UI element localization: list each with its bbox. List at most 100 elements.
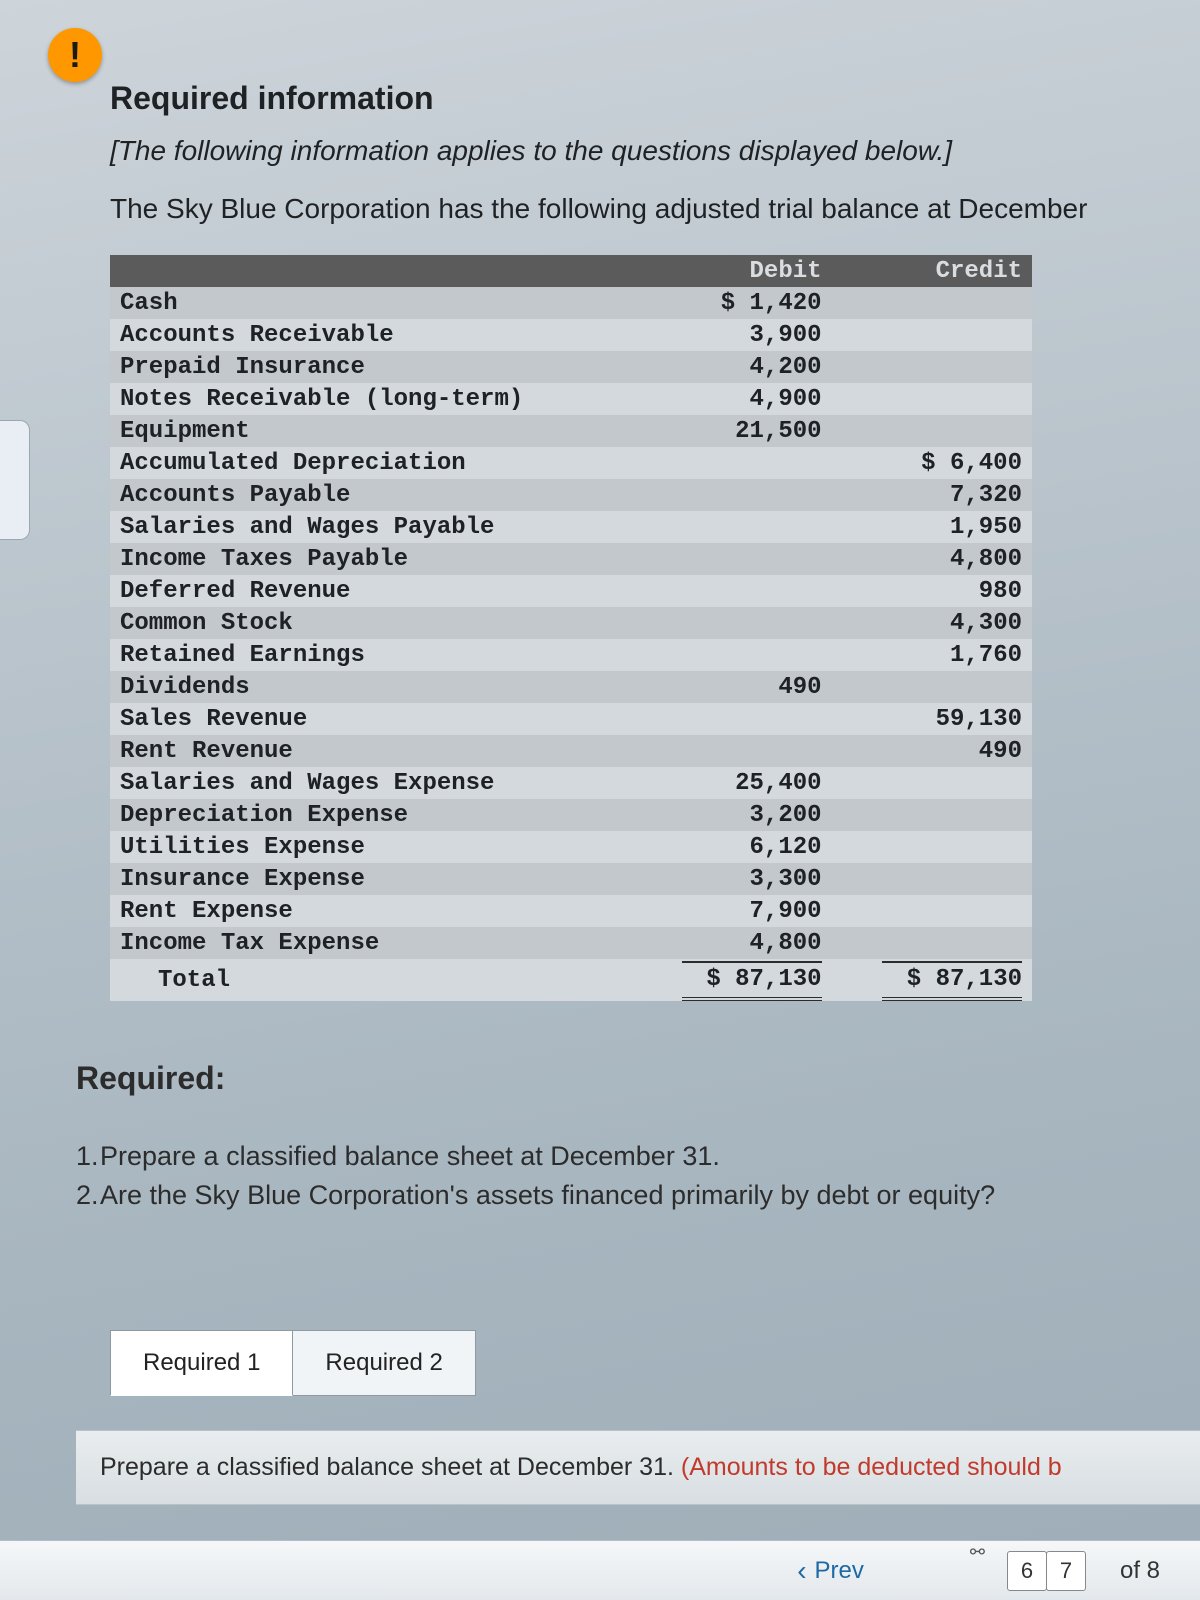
account-cell: Rent Expense: [110, 895, 631, 927]
credit-cell: $ 6,400: [832, 447, 1032, 479]
table-row: Rent Expense7,900: [110, 895, 1032, 927]
table-row: Utilities Expense6,120: [110, 831, 1032, 863]
debit-cell: [631, 511, 831, 543]
credit-cell: [832, 927, 1032, 959]
credit-cell: 59,130: [832, 703, 1032, 735]
instruction-hint: (Amounts to be deducted should b: [681, 1453, 1062, 1481]
credit-cell: [832, 383, 1032, 415]
page-total: of 8: [1120, 1557, 1160, 1585]
question-panel: Required information [The following info…: [110, 80, 1200, 1001]
instruction-text: Prepare a classified balance sheet at De…: [100, 1453, 681, 1481]
table-row: Accounts Payable 7,320: [110, 479, 1032, 511]
account-cell: Retained Earnings: [110, 639, 631, 671]
context-note: [The following information applies to th…: [110, 135, 1200, 167]
page-number-next[interactable]: 7: [1046, 1551, 1086, 1591]
account-cell: Dividends: [110, 671, 631, 703]
debit-cell: 6,120: [631, 831, 831, 863]
tab-required-1[interactable]: Required 1: [110, 1330, 293, 1396]
debit-cell: 21,500: [631, 415, 831, 447]
debit-cell: [631, 575, 831, 607]
account-cell: Equipment: [110, 415, 631, 447]
credit-cell: [832, 415, 1032, 447]
debit-cell: 3,900: [631, 319, 831, 351]
debit-cell: [631, 447, 831, 479]
left-drawer-tab[interactable]: [0, 420, 30, 540]
credit-cell: 7,320: [832, 479, 1032, 511]
col-account: [110, 255, 631, 287]
pager-bar: ‹ Prev ⚯ 6 7 of 8: [0, 1540, 1200, 1600]
total-label: Total: [110, 959, 631, 1001]
col-debit: Debit: [631, 255, 831, 287]
debit-cell: 3,300: [631, 863, 831, 895]
account-cell: Cash: [110, 287, 631, 319]
total-credit: $ 87,130: [832, 959, 1032, 1001]
debit-cell: 3,200: [631, 799, 831, 831]
credit-cell: [832, 287, 1032, 319]
account-cell: Depreciation Expense: [110, 799, 631, 831]
table-row: Retained Earnings 1,760: [110, 639, 1032, 671]
page-number-current[interactable]: 6: [1007, 1551, 1047, 1591]
account-cell: Utilities Expense: [110, 831, 631, 863]
debit-cell: [631, 607, 831, 639]
debit-cell: [631, 639, 831, 671]
debit-cell: [631, 703, 831, 735]
account-cell: Sales Revenue: [110, 703, 631, 735]
credit-cell: 1,760: [832, 639, 1032, 671]
account-cell: Salaries and Wages Payable: [110, 511, 631, 543]
chevron-left-icon: ‹: [797, 1555, 806, 1587]
credit-cell: [832, 767, 1032, 799]
account-cell: Deferred Revenue: [110, 575, 631, 607]
credit-cell: [832, 863, 1032, 895]
table-row: Accounts Receivable3,900: [110, 319, 1032, 351]
table-row: Sales Revenue 59,130: [110, 703, 1032, 735]
debit-cell: 7,900: [631, 895, 831, 927]
total-debit: $ 87,130: [631, 959, 831, 1001]
sub-tabs: Required 1 Required 2: [110, 1330, 476, 1396]
credit-cell: 4,300: [832, 607, 1032, 639]
instruction-bar: Prepare a classified balance sheet at De…: [76, 1430, 1200, 1505]
table-row: Income Tax Expense4,800: [110, 927, 1032, 959]
table-row: Deferred Revenue980: [110, 575, 1032, 607]
debit-cell: 4,800: [631, 927, 831, 959]
table-row: Salaries and Wages Expense25,400: [110, 767, 1032, 799]
credit-cell: 4,800: [832, 543, 1032, 575]
requirement-item: 2.Are the Sky Blue Corporation's assets …: [76, 1176, 1200, 1215]
table-row: Common Stock 4,300: [110, 607, 1032, 639]
debit-cell: 25,400: [631, 767, 831, 799]
credit-cell: [832, 799, 1032, 831]
debit-cell: [631, 479, 831, 511]
requirement-item: 1.Prepare a classified balance sheet at …: [76, 1137, 1200, 1176]
credit-cell: [832, 895, 1032, 927]
debit-cell: 490: [631, 671, 831, 703]
credit-cell: [832, 319, 1032, 351]
account-cell: Common Stock: [110, 607, 631, 639]
credit-cell: [832, 351, 1032, 383]
table-row: Notes Receivable (long-term)4,900: [110, 383, 1032, 415]
table-row: Dividends490: [110, 671, 1032, 703]
debit-cell: [631, 543, 831, 575]
account-cell: Accumulated Depreciation: [110, 447, 631, 479]
table-row: Cash$ 1,420: [110, 287, 1032, 319]
trial-balance-table: Debit Credit Cash$ 1,420Accounts Receiva…: [110, 255, 1032, 1001]
alert-icon: !: [48, 28, 102, 82]
account-cell: Notes Receivable (long-term): [110, 383, 631, 415]
credit-cell: [832, 671, 1032, 703]
table-row: Rent Revenue490: [110, 735, 1032, 767]
table-header-row: Debit Credit: [110, 255, 1032, 287]
debit-cell: [631, 735, 831, 767]
requirements-section: Required: 1.Prepare a classified balance…: [76, 1060, 1200, 1215]
link-icon: ⚯: [970, 1542, 985, 1563]
credit-cell: 490: [832, 735, 1032, 767]
col-credit: Credit: [832, 255, 1032, 287]
credit-cell: [832, 831, 1032, 863]
debit-cell: 4,200: [631, 351, 831, 383]
debit-cell: 4,900: [631, 383, 831, 415]
table-total-row: Total $ 87,130 $ 87,130: [110, 959, 1032, 1001]
account-cell: Income Taxes Payable: [110, 543, 631, 575]
tab-required-2[interactable]: Required 2: [292, 1330, 475, 1396]
section-title: Required information: [110, 80, 1200, 117]
table-row: Salaries and Wages Payable1,950: [110, 511, 1032, 543]
table-row: Equipment21,500: [110, 415, 1032, 447]
prev-button[interactable]: ‹ Prev: [797, 1555, 864, 1587]
account-cell: Accounts Payable: [110, 479, 631, 511]
